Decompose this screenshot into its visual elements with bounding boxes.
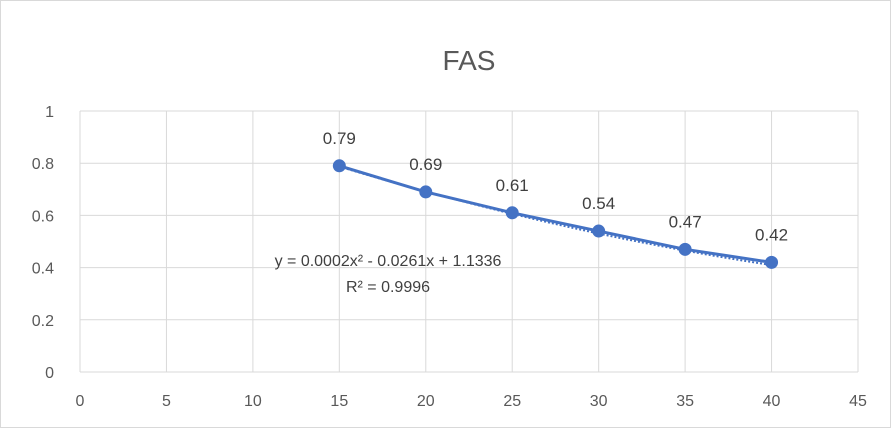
data-point bbox=[765, 255, 779, 269]
x-tick-label: 20 bbox=[417, 393, 435, 410]
data-label: 0.69 bbox=[409, 155, 442, 174]
data-point bbox=[332, 159, 346, 173]
x-tick-label: 40 bbox=[763, 393, 781, 410]
y-tick-label: 0.8 bbox=[32, 156, 54, 173]
x-tick-label: 25 bbox=[503, 393, 521, 410]
trendline-equation: y = 0.0002x² - 0.0261x + 1.1336 bbox=[275, 253, 502, 270]
x-tick-label: 10 bbox=[244, 393, 262, 410]
y-axis-ticks: 0 0.2 0.4 0.6 0.8 1 bbox=[32, 104, 54, 382]
data-label: 0.47 bbox=[669, 212, 702, 231]
data-label: 0.61 bbox=[496, 176, 529, 195]
series-line bbox=[338, 164, 772, 264]
gridlines bbox=[79, 110, 859, 373]
data-points bbox=[332, 159, 779, 269]
x-tick-label: 30 bbox=[590, 393, 608, 410]
data-label: 0.79 bbox=[323, 129, 356, 148]
data-label: 0.42 bbox=[755, 225, 788, 244]
data-point bbox=[678, 242, 692, 256]
x-tick-label: 0 bbox=[76, 393, 85, 410]
y-tick-label: 0.4 bbox=[32, 261, 54, 278]
data-point bbox=[505, 206, 519, 220]
x-tick-label: 15 bbox=[330, 393, 348, 410]
trendline-group bbox=[338, 164, 772, 267]
data-point bbox=[419, 185, 433, 199]
y-tick-label: 0.6 bbox=[32, 208, 54, 225]
data-labels: 0.79 0.69 0.61 0.54 0.47 0.42 bbox=[323, 129, 788, 245]
chart-title: FAS bbox=[443, 45, 496, 76]
y-tick-label: 1 bbox=[45, 104, 54, 121]
x-tick-label: 35 bbox=[676, 393, 694, 410]
x-axis-ticks: 0 5 10 15 20 25 30 35 40 45 bbox=[76, 393, 867, 410]
y-tick-label: 0 bbox=[45, 365, 54, 382]
x-tick-label: 5 bbox=[162, 393, 171, 410]
data-label: 0.54 bbox=[582, 194, 615, 213]
trendline-r-squared: R² = 0.9996 bbox=[346, 279, 430, 296]
data-point bbox=[592, 224, 606, 238]
x-tick-label: 45 bbox=[849, 393, 867, 410]
y-tick-label: 0.2 bbox=[32, 313, 54, 330]
